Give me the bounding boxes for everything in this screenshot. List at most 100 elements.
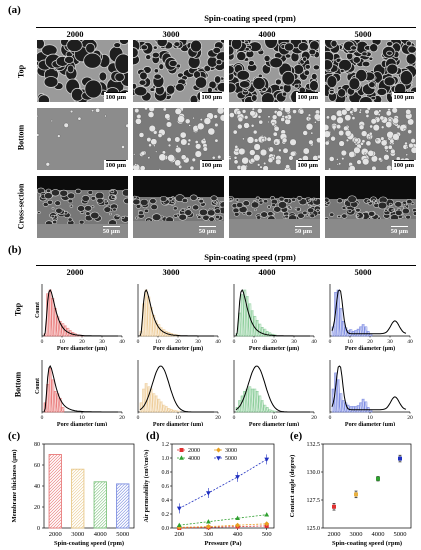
sem-image-top-2000: 100 μm	[37, 40, 128, 102]
x-tick-label: 4000	[372, 531, 385, 538]
hist-x-tick-label: 20	[119, 415, 125, 421]
hist-bar-hatch	[46, 384, 50, 413]
histogram-top-5000: 0 10 20 30 40 Pore diameter (μm)	[329, 284, 413, 352]
panel-label-a: (a)	[8, 4, 21, 16]
y-axis-label: Air permeability (cm³/cm²/s)	[143, 450, 150, 523]
hist-x-tick-label: 0	[233, 415, 236, 421]
panel-label-d: (d)	[146, 430, 160, 442]
scale-bar-top: 100 μm	[199, 91, 224, 102]
hist-bar-hatch	[48, 368, 52, 413]
x-axis-label: Pressure (Pa)	[204, 540, 241, 547]
hist-x-tick-label: 10	[271, 415, 277, 421]
data-point	[179, 455, 184, 460]
hist-x-axis-label: Pore diameter (μm)	[57, 421, 107, 426]
histogram-top-3000: 0 10 20 30 40 Pore diameter (μm)	[137, 284, 221, 352]
col-label-4000: 4000	[258, 29, 276, 39]
hist-bar-hatch	[58, 321, 62, 337]
hist-bar-hatch	[152, 393, 156, 413]
histogram-top-2000: 0 10 20 30 40 Pore diameter (μm) Count	[35, 284, 125, 352]
section-b-rule	[36, 265, 416, 266]
series-3000	[176, 521, 270, 530]
hist-fit-curve	[139, 288, 214, 337]
thickness-bar-chart: 0 20 40 60 80 2000 3000 4000 5000 Spin-coating sp…	[11, 442, 135, 547]
hist-bar-hatch	[174, 410, 178, 413]
hist-x-tick-label: 30	[99, 339, 105, 345]
hist-bar-hatch	[243, 391, 247, 413]
hist-bar-hatch	[162, 405, 166, 413]
histogram-top-4000: 0 10 20 30 40 Pore diameter (μm)	[233, 284, 317, 352]
air-permeability-chart: 0.0 0.2 0.4 0.6 0.8 1.0 1.2 200 300 400 500 2000 300…	[143, 442, 275, 547]
hist-x-tick-label: 10	[59, 339, 65, 345]
row-label-top: Top	[16, 64, 26, 79]
hist-x-tick-label: 40	[215, 339, 221, 345]
y-tick-label: 1.0	[162, 456, 170, 462]
sem-image-cross-4000: 50 μm	[229, 176, 320, 238]
hist-col-label-4000: 4000	[258, 267, 276, 277]
y-tick-label: 0.0	[162, 526, 170, 532]
hist-bar-hatch	[268, 409, 272, 413]
hist-x-tick-label: 40	[119, 339, 125, 345]
hist-bar-hatch	[336, 289, 340, 337]
scale-bar-bottom: 100 μm	[103, 159, 128, 170]
hist-x-tick-label: 10	[175, 415, 181, 421]
hist-x-tick-label: 40	[407, 339, 413, 345]
legend-label: 4000	[188, 456, 200, 462]
legend: 2000 3000 4000 5000	[177, 447, 237, 462]
data-point	[264, 457, 270, 462]
series-line	[179, 514, 267, 526]
hist-bar-hatch	[144, 383, 148, 413]
y-tick-label: 0.2	[162, 512, 170, 518]
hist-x-tick-label: 30	[195, 339, 201, 345]
hist-bar-hatch	[61, 323, 65, 337]
hist-x-tick-label: 30	[387, 339, 393, 345]
hist-x-tick-label: 40	[311, 339, 317, 345]
y-tick-label: 127.5	[307, 498, 321, 504]
hist-bar-hatch	[164, 406, 168, 413]
y-tick-label: 0.4	[162, 498, 170, 504]
hist-bar-hatch	[364, 401, 368, 413]
x-tick-label: 500	[262, 531, 272, 538]
hist-x-tick-label: 10	[347, 339, 353, 345]
data-point	[235, 515, 240, 520]
y-tick-label: 60	[34, 463, 40, 469]
x-tick-label: 5000	[394, 531, 407, 538]
data-point	[264, 521, 270, 527]
col-label-2000: 2000	[66, 29, 84, 39]
hist-x-tick-label: 0	[41, 415, 44, 421]
data-point	[235, 475, 240, 480]
data-point-4000	[376, 476, 380, 481]
hist-bar-hatch	[265, 331, 269, 337]
x-tick-label: 2000	[328, 531, 341, 538]
section-a-rule	[36, 27, 416, 28]
hist-bar-hatch	[263, 329, 267, 337]
hist-x-tick-label: 0	[137, 339, 140, 345]
sem-image-cross-3000: 50 μm	[133, 176, 224, 238]
series-4000	[176, 512, 270, 527]
hist-bar-hatch	[159, 401, 163, 413]
hist-bar-hatch	[157, 324, 161, 337]
scale-bar-bottom: 100 μm	[295, 159, 320, 170]
hist-bar-hatch	[253, 316, 257, 337]
x-tick-label: 2000	[49, 531, 62, 538]
series-line	[179, 523, 267, 528]
hist-x-tick-label: 0	[233, 339, 236, 345]
hist-col-label-5000: 5000	[354, 267, 372, 277]
hist-x-axis-label: Pore diameter (μm)	[249, 345, 299, 352]
y-tick-label: 125.0	[307, 526, 321, 532]
hist-x-axis-label: Pore diameter (μm)	[153, 421, 203, 426]
hist-bar-hatch	[258, 323, 262, 337]
x-axis-label: Spin-coating speed (rpm)	[54, 540, 124, 547]
hist-bar-hatch	[147, 386, 151, 413]
hist-x-tick-label: 10	[367, 415, 373, 421]
y-tick-label: 130.0	[307, 470, 321, 476]
data-point	[205, 524, 211, 530]
hist-y-axis-label: Count	[35, 302, 41, 318]
x-tick-label: 3000	[350, 531, 363, 538]
hist-bar-hatch	[336, 379, 340, 413]
data-point	[206, 519, 211, 524]
hist-x-tick-label: 10	[155, 339, 161, 345]
hist-bar-hatch	[245, 388, 249, 413]
data-point	[264, 512, 270, 517]
hist-bar-hatch	[240, 294, 244, 337]
